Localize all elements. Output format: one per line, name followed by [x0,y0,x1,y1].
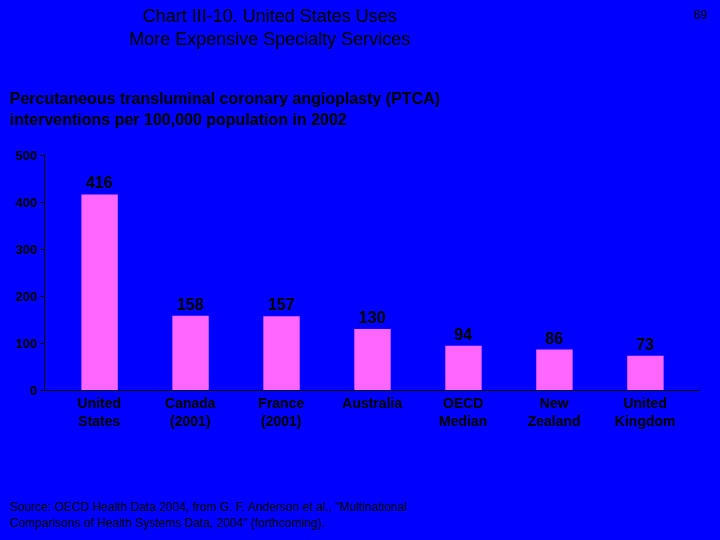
svg-text:France(2001): France(2001) [259,395,305,429]
svg-text:Source: OECD Health Data 2004,: Source: OECD Health Data 2004, from G. F… [10,500,407,530]
svg-text:158: 158 [177,296,204,313]
svg-text:500: 500 [16,148,38,163]
svg-text:69: 69 [694,8,708,22]
svg-text:Canada(2001): Canada(2001) [165,395,216,429]
svg-text:400: 400 [16,195,38,210]
svg-text:100: 100 [16,336,38,351]
svg-text:OECDMedian: OECDMedian [439,395,487,429]
svg-text:0: 0 [30,383,37,398]
svg-text:UnitedKingdom: UnitedKingdom [615,395,676,429]
svg-text:Australia: Australia [343,395,403,411]
svg-text:416: 416 [86,174,113,191]
svg-text:94: 94 [455,326,473,343]
svg-text:Percutaneous transluminal coro: Percutaneous transluminal coronary angio… [10,90,440,128]
svg-text:UnitedStates: UnitedStates [78,395,122,429]
svg-text:300: 300 [16,242,38,257]
svg-text:Chart III-10. United States Us: Chart III-10. United States UsesMore Exp… [129,6,410,49]
svg-text:200: 200 [16,289,38,304]
svg-text:86: 86 [545,330,563,347]
svg-text:157: 157 [268,296,295,313]
svg-text:73: 73 [636,336,654,353]
svg-text:130: 130 [359,309,386,326]
svg-text:NewZealand: NewZealand [528,395,581,429]
